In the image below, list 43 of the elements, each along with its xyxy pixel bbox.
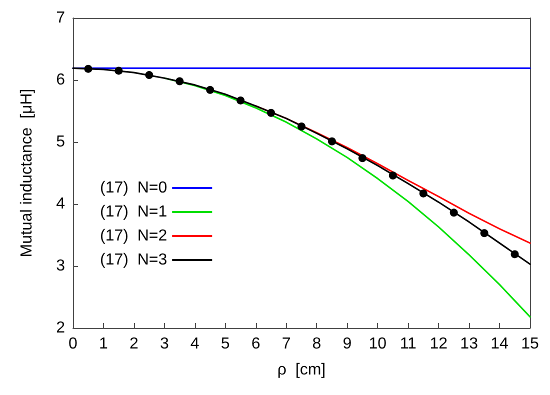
x-tick-label: 8 [312, 336, 322, 352]
x-tick-label: 13 [460, 336, 478, 352]
point [388, 171, 397, 180]
point [419, 189, 428, 198]
point [176, 77, 184, 86]
x-tick-label: 12 [430, 336, 448, 352]
x-tick-label: 6 [251, 336, 260, 352]
point [358, 154, 366, 162]
legend-label: (17) N=1 [100, 204, 168, 220]
x-axis-title: ρ [cm] [277, 362, 326, 378]
x-tick-label: 14 [490, 336, 509, 352]
x-tick-label: 1 [99, 336, 108, 352]
point [510, 250, 519, 258]
point [206, 86, 214, 94]
legend-label: (17) N=0 [100, 180, 168, 196]
x-tick-label: 10 [368, 336, 387, 352]
point [114, 66, 123, 75]
x-tick-label: 2 [129, 336, 138, 352]
legend-label: (17) N=3 [100, 252, 168, 268]
y-tick-label: 6 [56, 72, 66, 88]
legend-label: (17) N=2 [100, 228, 168, 244]
point [480, 229, 488, 238]
point [236, 96, 245, 104]
y-tick-label: 5 [56, 134, 66, 150]
x-tick-label: 5 [220, 336, 230, 352]
x-tick-label: 9 [342, 336, 352, 352]
point [84, 64, 92, 73]
y-tick-label: 2 [56, 320, 66, 336]
x-tick-label: 7 [282, 336, 291, 352]
x-tick-label: 15 [521, 336, 539, 352]
x-tick-label: 11 [400, 336, 417, 352]
y-axis-title: Mutual inductance [μH] [18, 88, 36, 258]
y-tick-label: 3 [56, 258, 66, 274]
point [298, 122, 306, 130]
x-tick-label: 4 [190, 336, 200, 352]
point [450, 208, 458, 217]
point [267, 108, 276, 117]
y-tick-label: 7 [56, 10, 66, 26]
x-tick-label: 0 [68, 336, 78, 352]
point [328, 137, 336, 146]
x-tick-label: 3 [160, 336, 169, 352]
point [145, 71, 154, 80]
y-tick-label: 4 [56, 196, 66, 212]
